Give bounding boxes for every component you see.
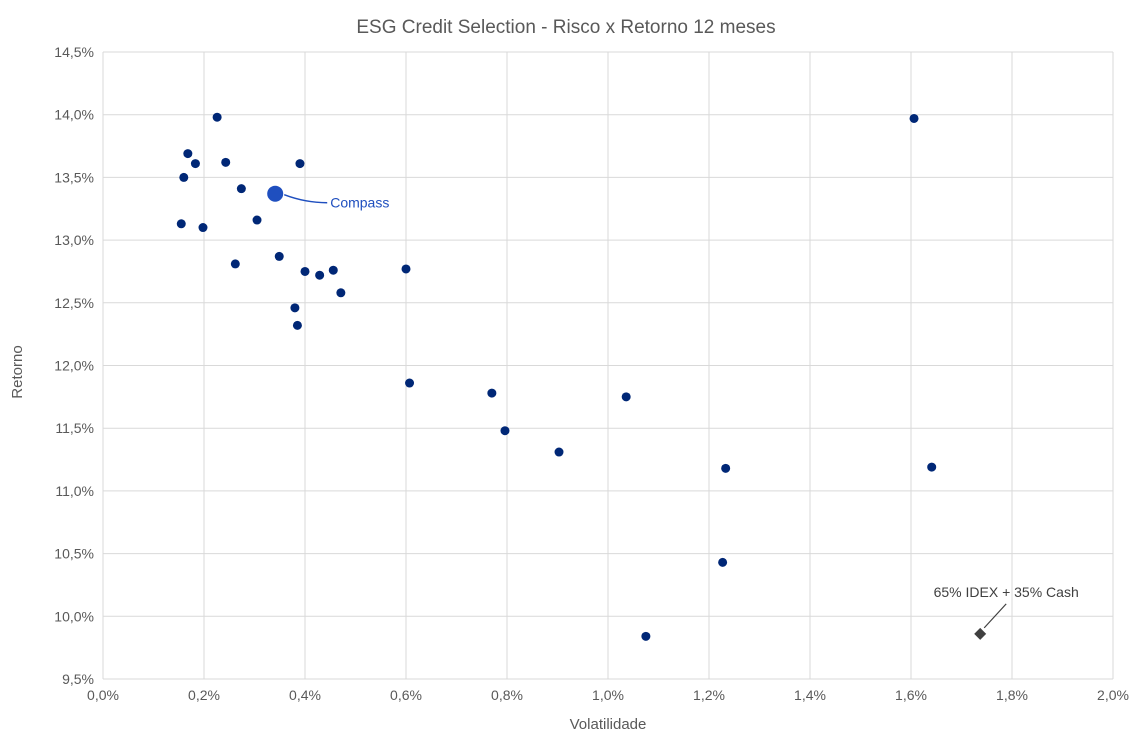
fund-point [927,462,937,472]
chart-title: ESG Credit Selection - Risco x Retorno 1… [356,17,775,38]
fund-point [315,270,325,280]
fund-point [336,288,346,298]
y-tick-label: 13,0% [54,232,94,248]
fund-point [292,320,302,330]
fund-point [290,303,300,313]
fund-point [487,388,497,398]
fund-point [621,392,631,402]
compass-point [267,185,284,202]
y-tick-label: 11,0% [55,483,94,499]
y-tick-label: 14,0% [54,107,94,123]
fund-point [179,172,189,182]
y-tick-label: 10,5% [54,546,94,562]
annotations: Compass 65% IDEX + 35% Cash [283,194,1079,629]
fund-point [190,159,200,169]
x-tick-label: 1,4% [794,687,826,703]
x-tick-label: 1,2% [693,687,725,703]
fund-point [300,266,310,276]
fund-point [500,426,510,436]
fund-point [405,378,415,388]
fund-point [230,259,240,269]
y-tick-label: 9,5% [62,671,94,687]
benchmark-point [974,627,987,640]
fund-point [718,557,728,567]
x-tick-label: 0,2% [188,687,220,703]
x-tick-label: 0,6% [390,687,422,703]
fund-point [236,184,246,194]
fund-point [328,265,338,275]
fund-point [641,631,651,641]
x-tick-label: 0,0% [87,687,119,703]
fund-point [274,251,284,261]
y-tick-label: 12,5% [54,295,94,311]
x-tick-label: 2,0% [1097,687,1129,703]
y-axis-title: Retorno [9,345,26,398]
y-tick-label: 12,0% [54,358,94,374]
data-points [176,112,987,641]
compass-label: Compass [330,195,389,211]
fund-point [221,157,231,167]
y-tick-label: 13,5% [54,169,94,185]
x-tick-label: 1,0% [592,687,624,703]
fund-point [183,149,193,159]
tick-labels: 0,0% 0,2% 0,4% 0,6% 0,8% 1,0% 1,2% 1,4% 1,6% 1,8%… [54,44,1129,703]
fund-point [401,264,411,274]
fund-point [721,463,731,473]
fund-point [176,219,186,229]
compass-leader-line [283,194,328,204]
fund-point [212,112,222,122]
fund-point [295,159,305,169]
x-axis-title: Volatilidade [570,716,647,731]
x-tick-label: 0,4% [289,687,321,703]
x-tick-label: 1,6% [895,687,927,703]
x-tick-label: 1,8% [996,687,1028,703]
benchmark-leader-line [983,603,1007,629]
fund-point [554,447,564,457]
y-tick-label: 10,0% [54,608,94,624]
fund-point [252,215,262,225]
y-tick-label: 11,5% [55,420,94,436]
fund-point [909,113,919,123]
x-tick-label: 0,8% [491,687,523,703]
fund-point [198,223,208,233]
y-tick-label: 14,5% [54,44,94,60]
benchmark-label: 65% IDEX + 35% Cash [934,584,1079,600]
grid-layer [102,51,1114,680]
